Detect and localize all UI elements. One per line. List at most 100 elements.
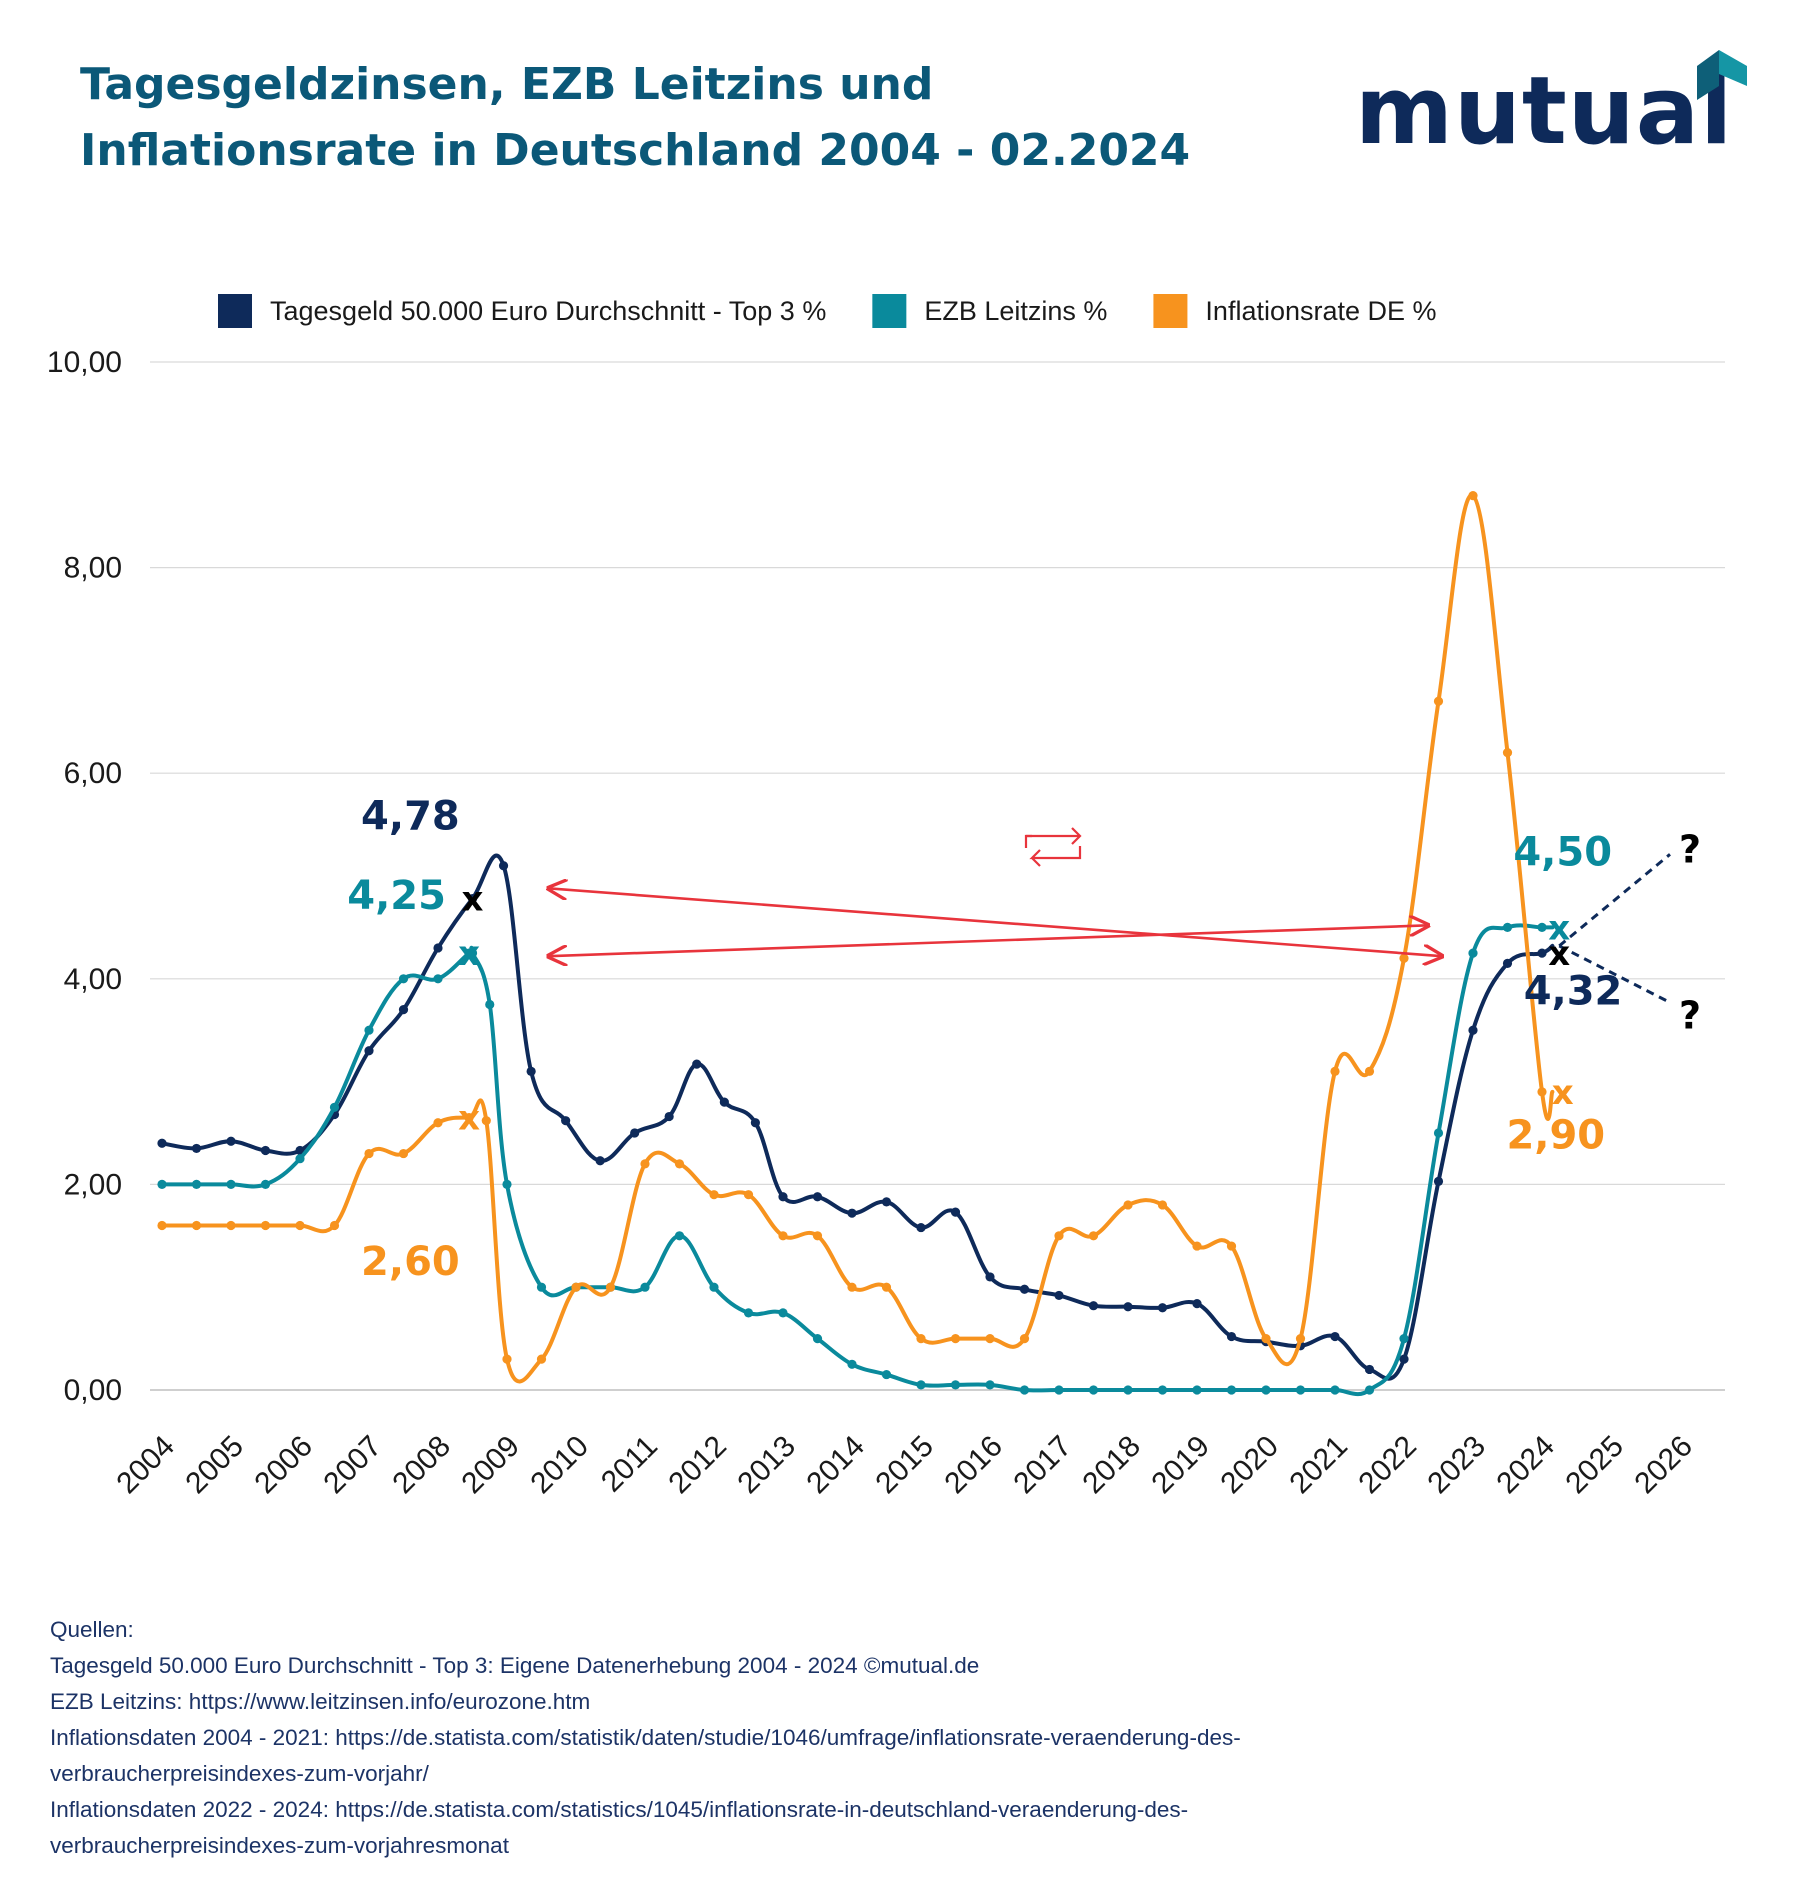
series-0-point [260,1145,271,1156]
x-tick-label: 2005 [179,1430,250,1501]
x-tick-label: 2009 [455,1430,526,1501]
series-0-point [398,1005,409,1015]
series-2-point [743,1190,754,1200]
x-tick-label: 2026 [1628,1430,1699,1501]
series-2-point [502,1354,512,1364]
source-line-tagesgeld: Tagesgeld 50.000 Euro Durchschnitt - Top… [50,1653,980,1678]
series-1-point [1226,1385,1237,1395]
chart-legend: Tagesgeld 50.000 Euro Durchschnitt - Top… [218,294,1437,328]
series-2-point [1433,696,1444,706]
x-tick-label: 2006 [248,1430,319,1501]
series-2-point [433,1118,443,1128]
series-1-point [743,1308,754,1318]
series-0-point [467,894,478,904]
series-2-point [1468,491,1478,501]
series-2-point [464,1112,474,1123]
x-tick-label: 2021 [1283,1430,1354,1501]
y-tick-label: 0,00 [64,1374,122,1407]
series-0-point [847,1208,857,1218]
series-1-point [1054,1385,1064,1395]
series-0-point [1433,1176,1444,1186]
sources-heading: Quellen: [50,1617,134,1642]
series-0-point [526,1066,536,1076]
source-line-inflation-2004-cont: verbraucherpreisindexes-zum-vorjahr/ [50,1761,429,1786]
series-1-point [1399,1334,1409,1344]
series-1-point [1468,948,1478,958]
series-0-point [364,1046,374,1056]
series-line-1 [160,923,1555,1397]
y-tick-label: 10,00 [47,346,122,379]
series-0-point [561,1116,571,1126]
series-2-point [1088,1231,1099,1241]
series-0-point [595,1156,605,1166]
series-1-point [398,974,409,984]
series-2-point [709,1190,719,1200]
source-line-inflation-2004: Inflationsdaten 2004 - 2021: https://de.… [50,1725,1241,1750]
series-2-point [1502,748,1513,758]
series-0-point [1537,948,1547,958]
series-0-point [1399,1354,1409,1364]
series-1-point [950,1380,961,1390]
value-label-5: 2,90 [1506,1112,1605,1158]
series-2-point [1364,1066,1375,1076]
series-2-point [674,1159,685,1169]
series-1-point [640,1282,650,1292]
series-0-point [881,1197,892,1207]
series-1-point [1295,1385,1306,1395]
series-1-point [364,1025,374,1035]
legend-swatch-1 [872,294,907,328]
value-label-4: 4,32 [1524,969,1623,1015]
series-2-point [605,1282,616,1292]
series-0-point [1330,1331,1340,1342]
series-2-point [481,1116,491,1126]
x-marker-0: x [462,880,484,920]
series-1-point [812,1334,823,1344]
comparison-arrow-0 [548,888,1442,956]
series-2-point [191,1220,202,1231]
series-1-point [985,1380,995,1390]
comparison-arrows [548,888,1442,956]
series-2-point [1261,1334,1271,1344]
value-label-3: 4,50 [1513,830,1612,876]
mutual-logo-icon [1697,50,1747,100]
series-0-point [750,1118,761,1128]
legend-label-1: EZB Leitzins % [924,296,1107,326]
series-2-point [260,1220,271,1231]
series-1-point [1019,1385,1030,1395]
series-1-point [1537,922,1547,933]
series-0-point [950,1207,961,1217]
legend-swatch-0 [218,294,252,328]
series-2-point [226,1220,236,1231]
series-1-point [1088,1385,1099,1395]
series-1-point [674,1231,685,1241]
series-1-point [1192,1385,1202,1395]
series-0-point [498,861,509,871]
series-2-point [398,1148,409,1159]
series-0-point [1157,1303,1168,1313]
series-1-point [502,1179,512,1189]
series-1-point [847,1359,857,1369]
series-0-point [1088,1301,1099,1311]
legend-label-2: Inflationsrate DE % [1205,296,1436,326]
series-0-point [1468,1025,1478,1035]
series-0-point [295,1145,305,1156]
series-2-point [916,1334,926,1344]
series-2-point [950,1334,961,1344]
series-1-point [226,1179,236,1189]
series-2-point [812,1231,823,1241]
x-tick-label: 2012 [662,1430,733,1501]
series-2-point [847,1282,857,1292]
series-0-point [226,1136,236,1146]
series-0-point [812,1192,823,1202]
series-2-point [778,1231,788,1241]
x-tick-label: 2024 [1490,1430,1561,1501]
series-1-point [1157,1385,1168,1395]
series-1-point [467,948,478,958]
series-2-point [881,1282,892,1292]
series-0-point [664,1111,674,1122]
series-0-point [778,1192,788,1202]
series-1-point [295,1154,305,1164]
series-2-point [1192,1241,1202,1251]
